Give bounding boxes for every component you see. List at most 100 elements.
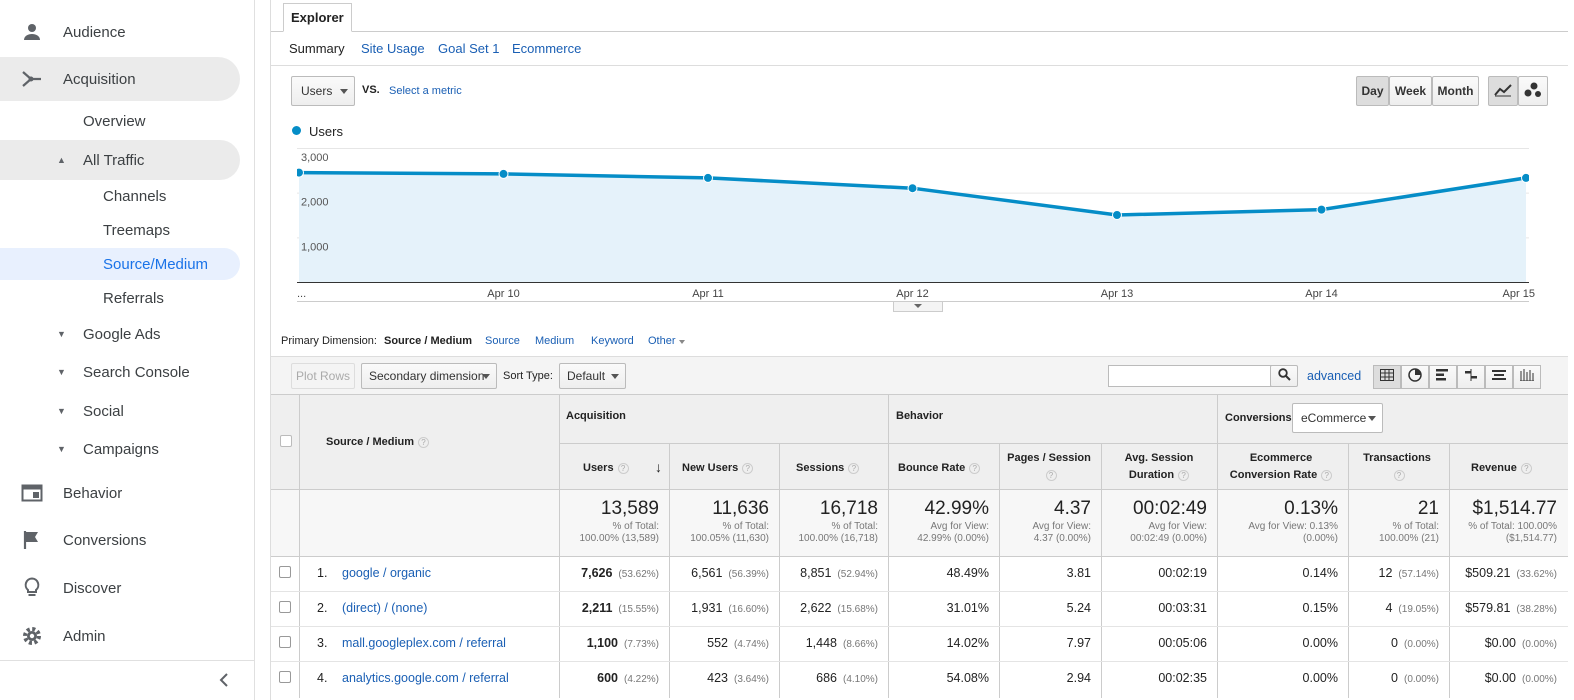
table-cell: $579.81 (38.28%)	[1465, 601, 1557, 615]
row-checkbox[interactable]	[279, 566, 291, 578]
nav-campaigns[interactable]: ▼ Campaigns	[0, 433, 240, 465]
table-cell: $0.00 (0.00%)	[1485, 636, 1557, 650]
help-icon[interactable]: ?	[617, 462, 629, 474]
view-pivot-button[interactable]	[1513, 365, 1541, 389]
grid-line	[1348, 443, 1349, 698]
chart-x-tick-label: Apr 11	[692, 288, 724, 300]
view-bar-button[interactable]	[1429, 365, 1457, 389]
plot-rows-button[interactable]: Plot Rows	[291, 363, 355, 389]
dim-column-header[interactable]: Source / Medium?	[326, 436, 430, 448]
row-checkbox[interactable]	[279, 601, 291, 613]
view-comparison-button[interactable]	[1457, 365, 1485, 389]
motion-chart-button[interactable]	[1518, 76, 1548, 106]
table-cell: 00:05:06	[1158, 636, 1207, 650]
month-button[interactable]: Month	[1432, 76, 1479, 106]
help-icon[interactable]: ?	[1321, 469, 1333, 481]
col-ecommerce-conversion-rate[interactable]: Ecommerce Conversion Rate?	[1226, 450, 1336, 484]
col-transactions-label: Transactions	[1363, 452, 1431, 464]
select-all-checkbox[interactable]	[280, 435, 292, 447]
row-dimension-link[interactable]: analytics.google.com / referral	[342, 671, 509, 685]
view-pie-button[interactable]	[1401, 365, 1429, 389]
cell-value: 0	[1391, 671, 1398, 685]
advanced-link[interactable]: advanced	[1307, 369, 1362, 383]
subtab-goal-set-1[interactable]: Goal Set 1	[438, 41, 500, 56]
nav-conversions[interactable]: Conversions	[0, 518, 240, 562]
col-users[interactable]: Users? ↓	[583, 459, 662, 475]
nav-acquisition[interactable]: Acquisition	[0, 57, 240, 101]
sort-type-select[interactable]: Default	[559, 363, 626, 389]
col-sessions[interactable]: Sessions?	[796, 462, 860, 474]
help-icon[interactable]: ?	[848, 462, 860, 474]
cell-value: 552	[707, 636, 728, 650]
cell-value: 2,211	[581, 601, 613, 615]
conversions-select[interactable]: eCommerce	[1292, 403, 1383, 433]
nav-admin[interactable]: Admin	[0, 614, 240, 658]
row-dimension-link[interactable]: mall.googleplex.com / referral	[342, 636, 506, 650]
table-cell: 6,561 (56.39%)	[691, 566, 769, 580]
help-icon[interactable]: ?	[1178, 469, 1190, 481]
nav-all-traffic[interactable]: ▲ All Traffic	[0, 140, 240, 180]
help-icon[interactable]: ?	[1520, 462, 1532, 474]
sidebar-divider	[0, 660, 255, 661]
day-button[interactable]: Day	[1356, 76, 1389, 106]
nav-channels[interactable]: Channels	[0, 180, 240, 212]
table-cell: 2,211 (15.55%)	[582, 601, 659, 615]
help-icon[interactable]: ?	[742, 462, 754, 474]
nav-audience[interactable]: Audience	[0, 10, 240, 54]
total-value: 4.37	[1054, 498, 1091, 519]
nav-behavior-label: Behavior	[63, 484, 123, 502]
row-checkbox[interactable]	[279, 671, 291, 683]
nav-behavior[interactable]: Behavior	[0, 471, 240, 515]
subtab-ecommerce[interactable]: Ecommerce	[512, 41, 582, 56]
col-avg-session-duration[interactable]: Avg. Session Duration?	[1109, 450, 1209, 484]
help-icon[interactable]: ?	[1393, 469, 1405, 481]
help-icon[interactable]: ?	[969, 462, 981, 474]
table-search-input[interactable]	[1108, 365, 1272, 387]
tab-explorer[interactable]: Explorer	[283, 3, 352, 32]
col-pages-session[interactable]: Pages / Session?	[1001, 450, 1097, 484]
col-transactions[interactable]: Transactions?	[1353, 450, 1441, 484]
select-metric-link[interactable]: Select a metric	[389, 85, 462, 97]
group-behavior: Behavior	[896, 410, 944, 422]
dim-option-source[interactable]: Source	[485, 335, 520, 347]
cell-percent: (4.22%)	[623, 674, 659, 685]
col-new-users[interactable]: New Users?	[682, 462, 754, 474]
subtab-summary[interactable]: Summary	[289, 41, 345, 56]
metric-select[interactable]: Users	[291, 76, 355, 106]
nav-search-console[interactable]: ▼ Search Console	[0, 356, 240, 388]
chart-resize-handle[interactable]	[893, 302, 943, 312]
cell-value: 1,100	[586, 636, 618, 650]
week-button[interactable]: Week	[1389, 76, 1432, 106]
row-dimension-link[interactable]: (direct) / (none)	[342, 601, 428, 615]
search-button[interactable]	[1270, 365, 1298, 387]
collapse-sidebar-icon[interactable]	[218, 672, 238, 692]
view-term-cloud-button[interactable]	[1485, 365, 1513, 389]
help-icon[interactable]: ?	[1045, 469, 1057, 481]
line-chart-button[interactable]	[1488, 76, 1518, 106]
secondary-dimension-select[interactable]: Secondary dimension	[361, 363, 497, 389]
nav-referrals[interactable]: Referrals	[0, 282, 240, 314]
nav-overview[interactable]: Overview	[0, 105, 240, 137]
nav-source-medium[interactable]: Source/Medium	[0, 248, 240, 280]
nav-social[interactable]: ▼ Social	[0, 395, 240, 427]
view-table-button[interactable]	[1373, 365, 1401, 389]
col-bounce-rate[interactable]: Bounce Rate?	[898, 462, 981, 474]
dim-option-other[interactable]: Other	[648, 335, 676, 347]
row-dimension-link[interactable]: google / organic	[342, 566, 431, 580]
dim-option-keyword[interactable]: Keyword	[591, 335, 634, 347]
grid-line	[669, 443, 670, 698]
total-value: $1,514.77	[1472, 498, 1557, 519]
row-checkbox[interactable]	[279, 636, 291, 648]
help-icon[interactable]: ?	[418, 436, 430, 448]
grid-line	[1449, 443, 1450, 698]
cell-value: $509.21	[1465, 566, 1511, 580]
subtab-site-usage[interactable]: Site Usage	[361, 41, 425, 56]
nav-treemaps[interactable]: Treemaps	[0, 214, 240, 246]
nav-google-ads[interactable]: ▼ Google Ads	[0, 318, 240, 350]
dim-column-header-label: Source / Medium	[326, 436, 415, 448]
col-revenue[interactable]: Revenue?	[1471, 462, 1532, 474]
nav-discover[interactable]: Discover	[0, 566, 240, 610]
dim-option-medium[interactable]: Medium	[535, 335, 575, 347]
cell-percent: (56.39%)	[728, 569, 769, 580]
nav-referrals-label: Referrals	[103, 289, 164, 307]
